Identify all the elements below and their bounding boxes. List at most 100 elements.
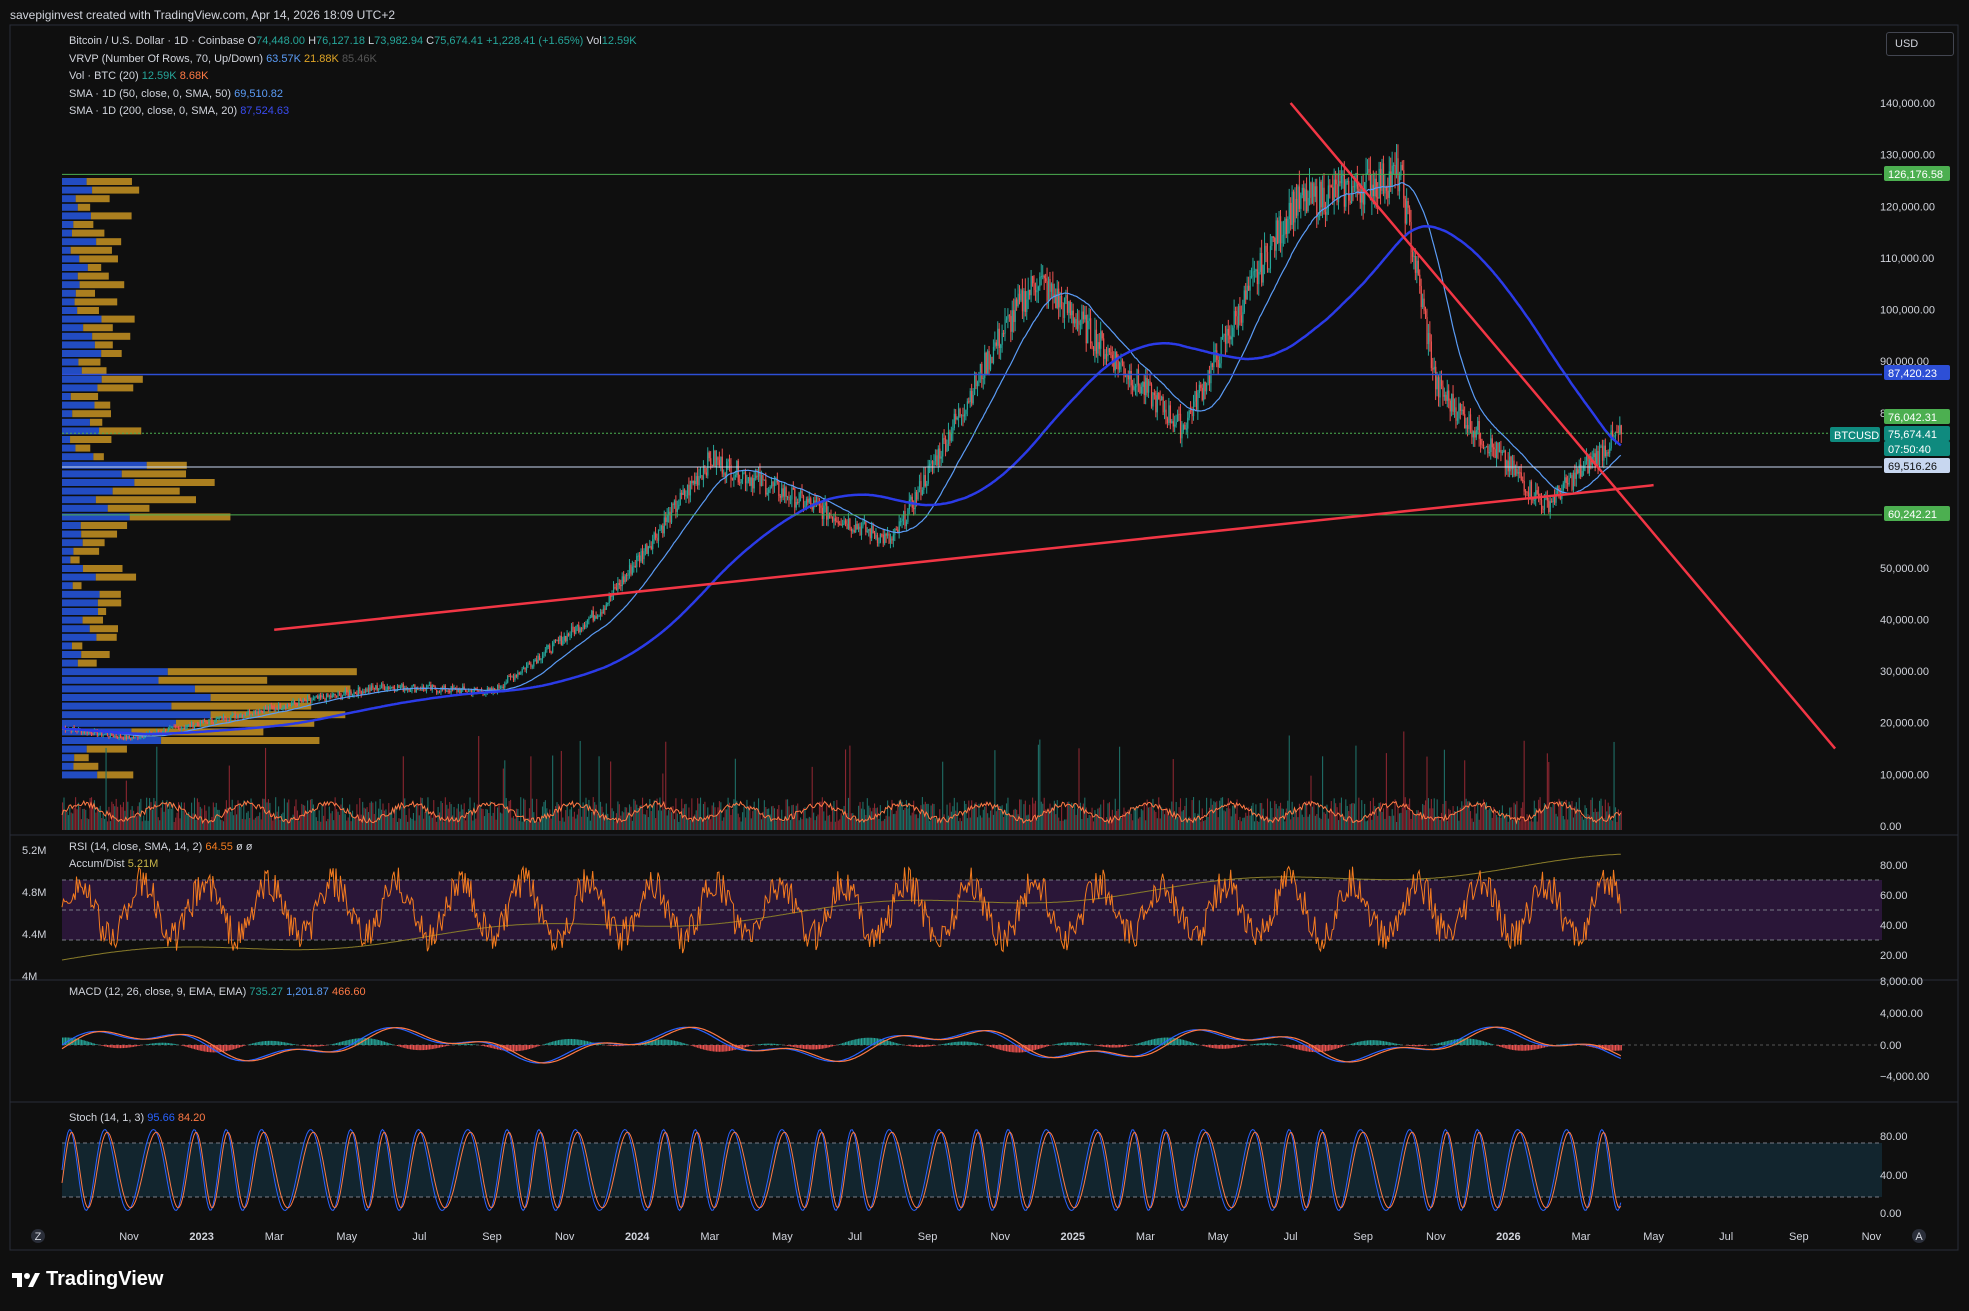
volume-bar <box>829 814 831 830</box>
candle-body <box>1565 477 1567 484</box>
volume-bar <box>1108 802 1110 830</box>
macd-histogram-bar <box>1003 1045 1005 1051</box>
macd-histogram-bar <box>402 1045 404 1048</box>
currency-button[interactable]: USD <box>1886 32 1954 56</box>
volume-bar <box>1461 801 1463 830</box>
macd-histogram-bar <box>652 1040 654 1045</box>
volume-bar <box>234 805 236 830</box>
candle-body <box>846 523 848 529</box>
volume-bar <box>331 811 333 830</box>
volume-bar <box>179 818 181 830</box>
macd-histogram-bar <box>282 1042 284 1045</box>
volume-bar <box>576 814 578 830</box>
volume-bar <box>259 812 261 830</box>
volume-bar <box>146 797 148 830</box>
volume-bar <box>750 818 752 830</box>
macd-histogram-bar <box>665 1039 667 1045</box>
candle-body <box>533 660 535 667</box>
candle-body <box>768 489 770 493</box>
candle-body <box>760 474 763 486</box>
candle-body <box>269 705 271 710</box>
volume-bar <box>353 817 355 830</box>
vp-bar-up <box>62 642 72 650</box>
macd-histogram-bar <box>686 1044 689 1045</box>
volume-bar <box>334 797 336 830</box>
macd-histogram-bar <box>533 1045 535 1048</box>
candle-body <box>608 594 610 603</box>
candle-body <box>1477 421 1479 431</box>
macd-histogram-bar <box>850 1040 852 1045</box>
macd-histogram-bar <box>1097 1045 1099 1046</box>
volume-bar <box>414 820 416 830</box>
rsi-label[interactable]: RSI (14, close, SMA, 14, 2) <box>69 841 203 853</box>
candle-body <box>1275 220 1277 251</box>
vrvp-label[interactable]: VRVP (Number Of Rows, 70, Up/Down) <box>69 52 263 65</box>
vol-indicator-label[interactable]: Vol · BTC (20) <box>69 70 139 82</box>
candle-body <box>260 710 262 712</box>
macd-histogram-bar <box>1024 1045 1026 1053</box>
auto-scale-button[interactable] <box>1912 1229 1926 1243</box>
volume-bar <box>1500 817 1502 830</box>
macd-histogram-bar <box>1077 1042 1079 1045</box>
candle-body <box>1407 201 1409 208</box>
volume-bar <box>1610 820 1612 830</box>
candle-body <box>1506 460 1508 468</box>
sma50-label[interactable]: SMA · 1D (50, close, 0, SMA, 50) <box>69 87 232 100</box>
volume-bar <box>657 810 660 830</box>
volume-bar <box>230 811 232 830</box>
candle-body <box>1343 174 1345 207</box>
volume-bar <box>1574 806 1576 830</box>
sma200-label[interactable]: SMA · 1D (200, close, 0, SMA, 20) <box>69 105 238 117</box>
macd-histogram-bar <box>1475 1039 1477 1045</box>
volume-bar <box>1013 809 1015 830</box>
candle-body <box>289 705 291 707</box>
macd-histogram-bar <box>1188 1041 1190 1045</box>
candle-body <box>1074 319 1076 324</box>
vp-bar-down <box>70 393 99 400</box>
volume-bar <box>1355 745 1357 830</box>
candle-body <box>697 476 699 486</box>
rsi-axis-tick: 40.00 <box>1880 920 1908 932</box>
vp-bar-down <box>134 479 215 486</box>
macd-label[interactable]: MACD (12, 26, close, 9, EMA, EMA) <box>69 986 247 998</box>
volume-bar <box>1048 812 1050 830</box>
candle-body <box>520 672 522 674</box>
volume-bar <box>1030 820 1032 830</box>
candle-body <box>1417 260 1419 275</box>
volume-bar <box>186 813 188 830</box>
volume-bar <box>1356 820 1358 830</box>
volume-bar <box>263 798 265 830</box>
macd-histogram-bar <box>746 1045 748 1047</box>
stoch-legend: Stoch (14, 1, 3) 95.66 84.20 <box>69 1112 205 1124</box>
volume-bar <box>534 821 536 830</box>
zoom-button[interactable] <box>31 1229 45 1243</box>
macd-histogram-bar <box>617 1045 619 1047</box>
accum-label[interactable]: Accum/Dist <box>69 858 125 870</box>
volume-bar <box>1236 799 1238 830</box>
volume-bar <box>943 814 945 830</box>
candle-body <box>173 726 175 728</box>
volume-bar <box>1078 748 1080 830</box>
volume-bar <box>588 799 590 830</box>
stoch-label[interactable]: Stoch (14, 1, 3) <box>69 1112 145 1124</box>
macd-histogram-bar <box>933 1045 935 1046</box>
price-axis-tick: 0.00 <box>1880 821 1901 833</box>
volume-bar <box>149 798 151 830</box>
tradingview-logo[interactable]: TradingView <box>12 1268 163 1291</box>
volume-bar <box>633 799 635 830</box>
candle-body <box>1490 438 1492 453</box>
macd-histogram-bar <box>959 1041 961 1045</box>
volume-bar <box>1032 797 1034 830</box>
candle-body <box>350 691 352 696</box>
vp-bar-up <box>62 711 211 719</box>
candle-body <box>201 720 203 724</box>
macd-histogram-bar <box>134 1045 136 1047</box>
macd-histogram-bar <box>800 1045 802 1049</box>
volume-bar <box>314 810 316 830</box>
macd-histogram-bar <box>317 1045 319 1047</box>
volume-bar <box>1178 807 1180 830</box>
macd-histogram-bar <box>1423 1045 1425 1046</box>
volume-bar <box>615 813 617 830</box>
symbol-title[interactable]: Bitcoin / U.S. Dollar · 1D · Coinbase <box>69 35 245 47</box>
